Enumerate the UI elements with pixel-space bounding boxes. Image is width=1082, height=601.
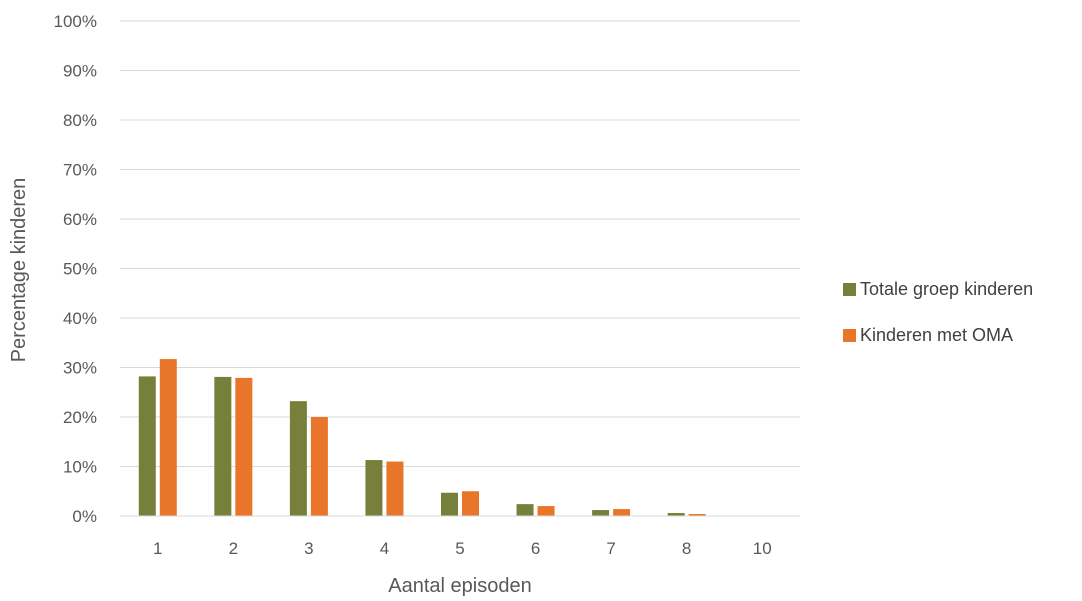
bars bbox=[138, 359, 761, 516]
y-tick-label: 10% bbox=[63, 458, 97, 477]
y-axis-title: Percentage kinderen bbox=[8, 178, 30, 363]
x-axis-ticks: 1 2 3 4 5 6 7 8 10 bbox=[153, 539, 772, 558]
y-tick-label: 0% bbox=[72, 507, 97, 526]
y-tick-label: 80% bbox=[63, 111, 97, 130]
bar-totale-groep-6 bbox=[516, 504, 534, 516]
bar-totale-groep-2 bbox=[214, 376, 232, 516]
y-tick-label: 90% bbox=[63, 62, 97, 81]
y-tick-label: 30% bbox=[63, 359, 97, 378]
y-tick-label: 60% bbox=[63, 210, 97, 229]
y-tick-label: 100% bbox=[54, 12, 97, 31]
bar-totale-groep-8 bbox=[667, 513, 685, 516]
x-tick-label: 8 bbox=[682, 539, 691, 558]
gridlines bbox=[120, 20, 800, 467]
bar-totale-groep-7 bbox=[592, 510, 610, 516]
legend-swatch-0 bbox=[843, 283, 856, 296]
y-tick-label: 50% bbox=[63, 260, 97, 279]
x-tick-label: 2 bbox=[229, 539, 238, 558]
y-tick-label: 40% bbox=[63, 309, 97, 328]
bar-oma-4 bbox=[386, 461, 404, 516]
bar-oma-8 bbox=[688, 514, 706, 516]
bar-totale-groep-5 bbox=[441, 492, 458, 516]
x-tick-label: 7 bbox=[606, 539, 615, 558]
y-axis-ticks: 0% 10% 20% 30% 40% 50% 60% 70% 80% 90% 100% bbox=[54, 12, 97, 526]
legend-label-0: Totale groep kinderen bbox=[860, 279, 1033, 299]
y-tick-label: 20% bbox=[63, 408, 97, 427]
bar-totale-groep-1 bbox=[138, 376, 156, 516]
bar-oma-5 bbox=[462, 491, 479, 516]
bar-oma-7 bbox=[613, 509, 631, 516]
x-tick-label: 3 bbox=[304, 539, 313, 558]
legend-label-1: Kinderen met OMA bbox=[860, 325, 1013, 345]
x-tick-label: 5 bbox=[455, 539, 464, 558]
x-tick-label: 4 bbox=[380, 539, 389, 558]
bar-oma-2 bbox=[235, 377, 253, 516]
y-tick-label: 70% bbox=[63, 161, 97, 180]
x-tick-label: 6 bbox=[531, 539, 540, 558]
x-tick-label: 1 bbox=[153, 539, 162, 558]
bar-totale-groep-3 bbox=[289, 401, 307, 516]
bar-oma-1 bbox=[159, 359, 177, 516]
legend-swatch-1 bbox=[843, 329, 856, 342]
bar-oma-3 bbox=[310, 417, 328, 516]
bar-totale-groep-4 bbox=[365, 460, 383, 516]
bar-oma-6 bbox=[537, 506, 555, 516]
legend: Totale groep kinderen Kinderen met OMA bbox=[843, 279, 1033, 345]
x-tick-label: 10 bbox=[753, 539, 772, 558]
x-axis-title: Aantal episoden bbox=[388, 575, 531, 597]
